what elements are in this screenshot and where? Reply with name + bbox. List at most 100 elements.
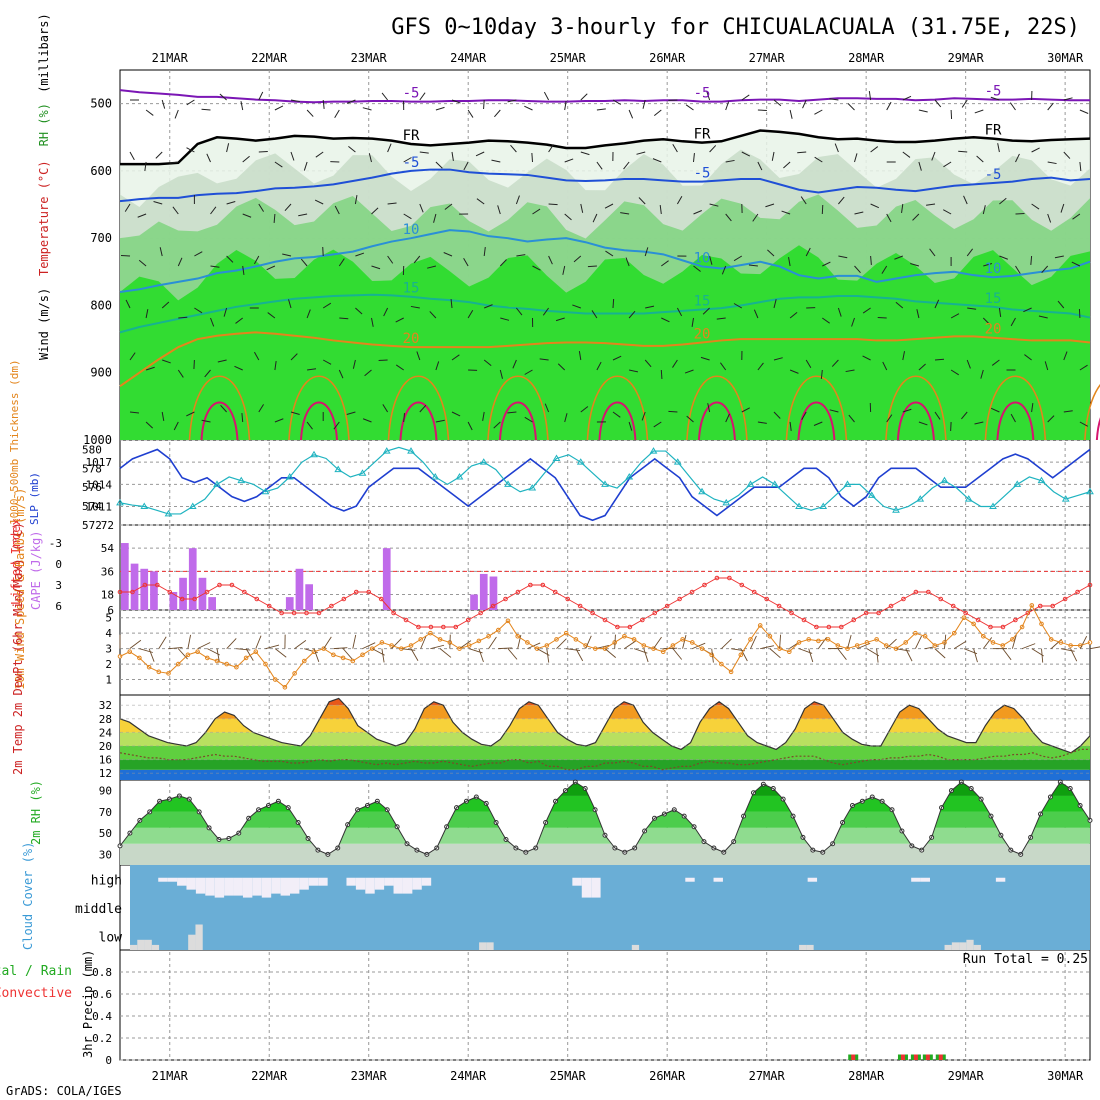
upper-wind-barb xyxy=(258,404,264,413)
pressure-tick-label: 500 xyxy=(90,97,112,111)
upper-wind-barb xyxy=(290,99,300,103)
upper-wind-barb xyxy=(1071,261,1081,267)
upper-wind-barb xyxy=(515,195,520,205)
dewpoint-line xyxy=(119,748,1090,771)
upper-wind-barb xyxy=(961,99,968,108)
cape-bar xyxy=(130,563,139,610)
temp-contour-line xyxy=(119,229,1091,293)
upper-wind-barb xyxy=(638,197,646,205)
surface-wind-barb xyxy=(847,634,852,649)
low-cloud-bar xyxy=(951,942,960,950)
upper-wind-barb xyxy=(991,359,1000,366)
pressure-tick-label: 600 xyxy=(90,164,112,178)
temp-contour-30 xyxy=(598,401,637,441)
upper-wind-barb xyxy=(684,369,694,374)
temp-tick-label: 12 xyxy=(99,767,112,780)
upper-wind-barb xyxy=(814,109,823,115)
cape-tick-label: 6 xyxy=(107,604,114,617)
upper-wind-barb xyxy=(381,92,388,101)
cape-bar xyxy=(198,577,207,610)
upper-wind-barb xyxy=(443,252,453,257)
upper-wind-barb xyxy=(267,312,276,319)
upper-wind-barb xyxy=(605,250,614,257)
surface-wind-barb xyxy=(692,642,706,650)
temp-contour-label: -5 xyxy=(694,166,711,182)
upper-wind-barb xyxy=(693,210,702,215)
upper-wind-barb xyxy=(493,421,501,429)
cape-bar xyxy=(285,597,294,610)
upper-wind-barb xyxy=(306,421,313,430)
pressure-tick-label: 700 xyxy=(90,231,112,245)
upper-wind-barb xyxy=(757,362,764,371)
slp-tick-label: 1014 xyxy=(86,478,113,491)
upper-wind-barb xyxy=(450,298,453,309)
thickness-tick-label: 580 xyxy=(82,443,102,456)
slp-marker xyxy=(116,498,124,506)
upper-wind-barb xyxy=(497,205,501,215)
temp-contour-25 xyxy=(1084,384,1100,441)
upper-wind-barb xyxy=(210,206,217,215)
temp-contour-label: 10 xyxy=(694,250,711,266)
upper-wind-barb xyxy=(169,161,179,164)
temp-contour-label: -5 xyxy=(403,155,420,171)
high-cloud-bar xyxy=(365,877,375,894)
upper-wind-barb xyxy=(241,412,244,423)
date-label-bottom: 25MAR xyxy=(550,1069,587,1083)
rh-tick-label: 90 xyxy=(99,785,112,798)
upper-wind-barb xyxy=(352,359,356,369)
thickness-tick-label: 576 xyxy=(82,481,102,494)
temp-line xyxy=(119,697,1091,754)
upper-wind-barb xyxy=(1010,413,1016,423)
upper-wind-barb xyxy=(483,99,485,110)
temp-tick-label: 16 xyxy=(99,754,112,767)
upper-wind-barb xyxy=(918,161,922,171)
precip-tick-label: 0.4 xyxy=(92,1010,112,1023)
surface-wind-barb xyxy=(760,645,774,650)
surface-wind-barb xyxy=(895,648,910,652)
surface-wind-barb xyxy=(885,638,897,649)
upper-wind-barb xyxy=(862,355,871,361)
upper-wind-barb xyxy=(943,161,952,168)
upper-wind-barb xyxy=(837,307,842,317)
temp-tick-label: 20 xyxy=(99,740,112,753)
upper-wind-barb xyxy=(284,203,292,212)
upper-wind-barb xyxy=(702,307,710,315)
high-cloud-bar xyxy=(685,877,695,882)
upper-wind-barb xyxy=(1063,410,1073,413)
upper-wind-barb xyxy=(845,369,855,373)
surface-wind-barb xyxy=(158,636,167,649)
slp-marker xyxy=(334,465,343,473)
upper-wind-barb xyxy=(1079,109,1089,114)
date-label-top: 25MAR xyxy=(550,51,587,65)
cape-tick-label: 18 xyxy=(101,589,114,602)
surface-wind-barb xyxy=(410,648,419,661)
upper-axis-label: Temperature (°C) xyxy=(37,160,51,276)
thickness-line xyxy=(119,448,1091,522)
high-cloud-bar xyxy=(205,877,215,896)
upper-wind-barb xyxy=(950,369,959,376)
upper-wind-barb xyxy=(137,213,147,218)
credit-label: GrADS: COLA/IGES xyxy=(6,1084,122,1098)
upper-wind-barb xyxy=(934,99,942,108)
upper-wind-barb xyxy=(895,301,904,309)
upper-wind-barb xyxy=(596,161,603,170)
precip-tick-label: 0.2 xyxy=(92,1032,112,1045)
upper-wind-barb xyxy=(144,161,147,171)
upper-wind-barb xyxy=(596,361,602,371)
upper-wind-barb xyxy=(854,153,858,163)
upper-wind-barb xyxy=(1057,300,1065,309)
date-label-bottom: 26MAR xyxy=(649,1069,686,1083)
upper-wind-barb xyxy=(720,362,727,371)
precip-convective-bar xyxy=(851,1054,856,1060)
li-marker xyxy=(254,596,260,602)
upper-wind-barb xyxy=(240,101,244,111)
upper-wind-barb xyxy=(886,414,893,423)
surface-wind-barb xyxy=(333,647,348,650)
upper-wind-barb xyxy=(531,152,533,163)
high-cloud-bar xyxy=(591,877,601,898)
slp-marker xyxy=(358,469,367,476)
upper-wind-barb xyxy=(1063,151,1071,159)
surface-wind-barb xyxy=(1021,643,1036,650)
upper-wind-barb xyxy=(886,101,892,111)
slp-axis-label: SLP (mb) xyxy=(28,472,41,525)
